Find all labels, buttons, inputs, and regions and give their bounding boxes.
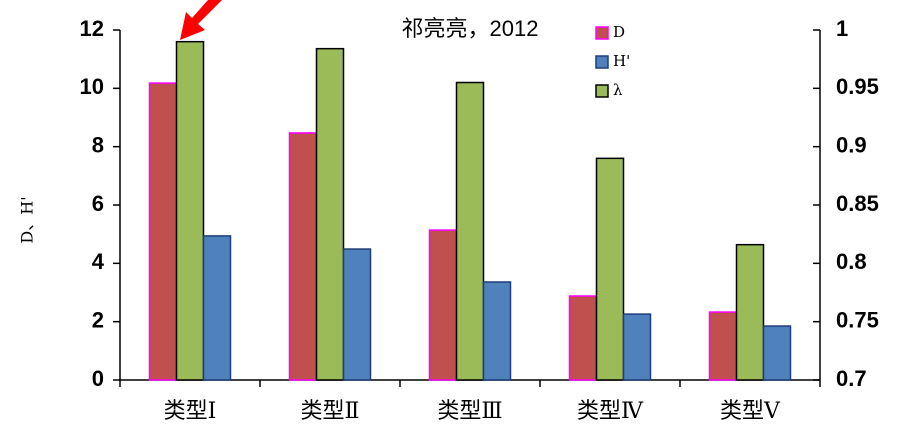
bar — [708, 311, 738, 381]
bar — [148, 82, 178, 381]
bar — [175, 40, 205, 381]
x-tick-label: 类型Ⅳ — [577, 399, 644, 424]
bar — [735, 243, 765, 381]
bar — [202, 235, 232, 381]
bar — [428, 229, 458, 381]
bar — [568, 295, 598, 381]
y-tick-label: 10 — [80, 74, 104, 99]
legend-swatch — [595, 84, 609, 98]
legend-swatch — [595, 26, 609, 40]
bar — [288, 132, 318, 381]
x-tick-label: 类型Ⅰ — [164, 399, 217, 424]
legend-swatch — [595, 55, 609, 69]
y-tick-label: 2 — [92, 307, 104, 332]
y-tick-label: 4 — [92, 249, 105, 274]
bar — [455, 81, 485, 381]
y-tick-label: 12 — [80, 16, 104, 41]
y2-tick-label: 1 — [836, 16, 848, 41]
bar — [762, 325, 792, 381]
y-tick-label: 0 — [92, 366, 104, 391]
bar — [342, 248, 372, 381]
legend-label: D — [613, 23, 625, 41]
y2-tick-label: 0.85 — [836, 191, 879, 216]
y2-tick-label: 0.75 — [836, 307, 879, 332]
bar — [315, 47, 345, 381]
arrow — [180, 0, 222, 40]
bar — [595, 157, 625, 381]
x-tick-label: 类型Ⅲ — [437, 399, 502, 424]
y2-tick-label: 0.9 — [836, 132, 867, 157]
y-axis-label: D、H' — [18, 196, 37, 243]
x-tick-label: 类型Ⅱ — [301, 399, 360, 424]
y2-tick-label: 0.8 — [836, 249, 867, 274]
legend-label: H' — [613, 52, 630, 70]
y2-tick-label: 0.7 — [836, 366, 867, 391]
legend-label: λ — [613, 81, 623, 99]
x-tick-label: 类型Ⅴ — [720, 399, 781, 424]
y-tick-label: 6 — [92, 191, 104, 216]
y2-tick-label: 0.95 — [836, 74, 879, 99]
annotation: 祁亮亮，2012 — [402, 16, 539, 41]
bar — [482, 281, 512, 381]
y-tick-label: 8 — [92, 132, 104, 157]
bar — [622, 313, 652, 381]
